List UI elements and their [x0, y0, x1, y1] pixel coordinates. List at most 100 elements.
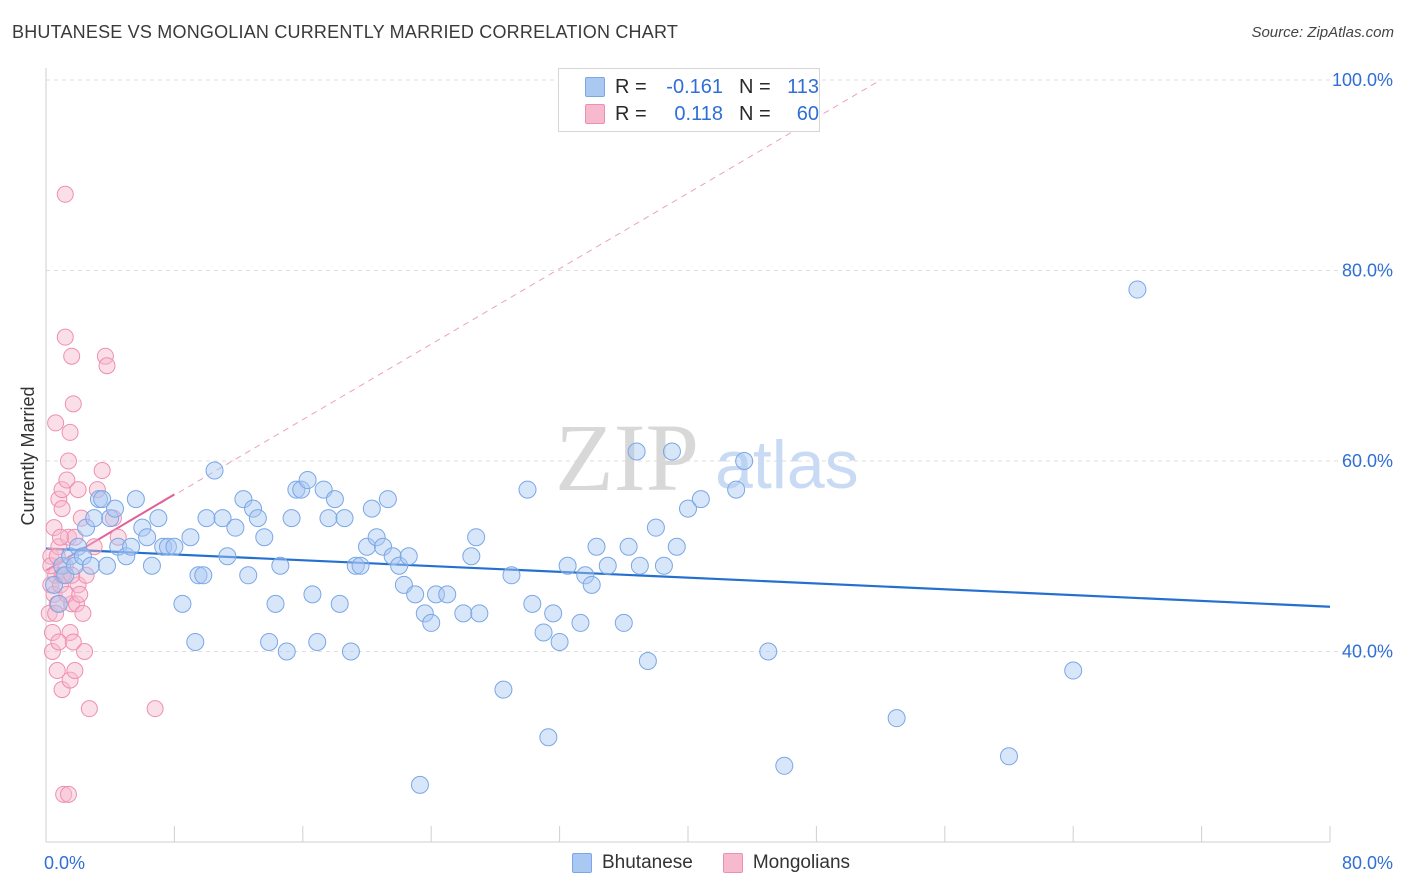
mongolians-point: [50, 490, 68, 508]
bhutanese-point: [189, 566, 208, 585]
bhutanese-point: [277, 642, 296, 661]
bhutanese-point: [571, 613, 590, 632]
y-tick-labels: 40.0% 60.0% 80.0% 100.0%: [1332, 70, 1393, 662]
mongolians-points: [40, 185, 164, 803]
bhutanese-point: [173, 594, 192, 613]
bhutanese-point: [319, 509, 338, 528]
bhutanese-point: [133, 518, 152, 537]
bhutanese-point: [587, 537, 606, 556]
chart-title: BHUTANESE VS MONGOLIAN CURRENTLY MARRIED…: [12, 22, 679, 42]
watermark-atlas: atlas: [715, 427, 859, 503]
bhutanese-point: [271, 556, 290, 575]
mongolians-point: [50, 633, 68, 651]
gridlines: [46, 79, 1392, 652]
mongolians-point: [59, 452, 77, 470]
bhutanese-point: [282, 509, 301, 528]
bhutanese-point: [308, 632, 327, 651]
bhutanese-point: [470, 604, 489, 623]
bhutanese-point: [248, 509, 267, 528]
bhutanese-point: [93, 490, 112, 509]
bhutanese-point: [81, 556, 100, 575]
bhutanese-point: [126, 490, 145, 509]
bhutanese-point: [399, 547, 418, 566]
bhutanese-point: [69, 537, 88, 556]
legend-row-bhutanese: R = -0.161 N = 113: [585, 75, 819, 99]
legend-item-mongolians[interactable]: Mongolians: [722, 852, 850, 874]
bhutanese-point: [142, 556, 161, 575]
mongolians-trend-extended: [45, 79, 881, 571]
mongolians-point: [146, 700, 164, 718]
bhutanese-point: [181, 528, 200, 547]
bhutanese-point: [438, 585, 457, 604]
bhutanese-point: [330, 594, 349, 613]
bhutanese-point: [523, 594, 542, 613]
mongolians-point: [56, 185, 74, 203]
bhutanese-point: [165, 537, 184, 556]
bhutanese-point: [534, 623, 553, 642]
bhutanese-point: [422, 613, 441, 632]
bhutanese-point: [406, 585, 425, 604]
mongolians-point: [80, 700, 98, 718]
bhutanese-point: [205, 461, 224, 480]
bhutanese-point: [358, 537, 376, 556]
bhutanese-point: [97, 556, 116, 575]
bhutanese-point: [614, 613, 633, 632]
bhutanese-point: [266, 594, 285, 613]
bhutanese-point: [378, 490, 397, 509]
x-tick-label: 80.0%: [1342, 853, 1393, 873]
bhutanese-point: [502, 566, 521, 585]
mongolians-point: [93, 462, 111, 480]
mongolians-point: [64, 633, 82, 651]
bhutanese-point: [158, 537, 177, 556]
legend-n-value: 60: [796, 102, 819, 125]
bhutanese-point: [550, 632, 569, 651]
mongolians-point: [77, 566, 95, 584]
y-tick-label: 60.0%: [1342, 451, 1393, 471]
mongolians-point: [98, 357, 116, 375]
mongolians-point: [48, 662, 66, 680]
bhutanese-point: [582, 575, 601, 594]
legend-n-label: N =: [739, 102, 771, 125]
bhutanese-point: [194, 566, 213, 585]
bhutanese-point: [662, 442, 681, 461]
blue-swatch-icon: [585, 77, 605, 97]
bhutanese-trend-line: [45, 547, 1331, 608]
bhutanese-point: [415, 604, 434, 623]
mongolians-point: [66, 662, 84, 680]
bhutanese-point: [638, 652, 657, 671]
bhutanese-point: [1128, 280, 1147, 299]
bhutanese-point: [335, 509, 354, 528]
legend-n-label: N =: [739, 75, 771, 98]
axes: [45, 68, 1331, 843]
y-tick-label: 100.0%: [1332, 70, 1393, 90]
pink-swatch-icon: [722, 853, 743, 873]
mongolians-point: [109, 528, 127, 546]
mongolians-point: [61, 623, 79, 641]
bhutanese-point: [56, 566, 75, 585]
mongolians-point: [74, 604, 92, 622]
legend-item-bhutanese[interactable]: Bhutanese: [572, 852, 693, 874]
legend-n-value: 113: [787, 75, 819, 98]
bhutanese-point: [759, 642, 778, 661]
bhutanese-point: [149, 509, 168, 528]
legend-r-value: 0.118: [674, 102, 723, 125]
bhutanese-point: [346, 556, 365, 575]
bhutanese-trendline: [45, 547, 1331, 608]
mongolians-point: [45, 519, 63, 537]
bhutanese-point: [303, 585, 322, 604]
pink-swatch-icon: [585, 104, 605, 124]
bhutanese-point: [374, 537, 393, 556]
bhutanese-point: [351, 556, 370, 575]
bhutanese-point: [255, 528, 274, 547]
bhutanese-point: [576, 566, 595, 585]
x-tick-label: 0.0%: [44, 853, 85, 873]
mongolians-point: [66, 528, 84, 546]
bhutanese-point: [122, 537, 141, 556]
legend-r-value: -0.161: [666, 75, 723, 98]
bhutanese-point: [117, 547, 136, 566]
bhutanese-point: [138, 528, 157, 547]
y-axis-label: Currently Married: [18, 386, 38, 525]
mongolians-point: [69, 481, 87, 499]
bhutanese-point: [383, 547, 402, 566]
bhutanese-point: [234, 490, 253, 509]
